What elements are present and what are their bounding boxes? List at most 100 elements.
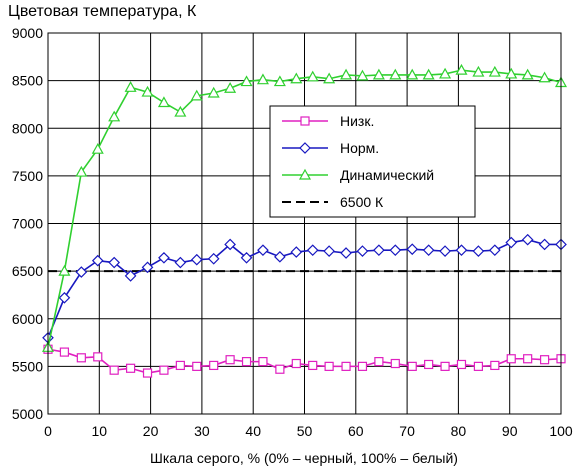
data-point [190,253,203,266]
chart-title: Цветовая температура, К [8,3,197,20]
gridlines [47,32,562,415]
data-point [75,165,88,177]
data-point [109,365,119,375]
data-point [158,251,170,264]
data-point [521,68,534,80]
data-point [125,363,136,373]
data-point [274,250,286,263]
data-point [209,360,219,371]
data-point [505,236,518,249]
x-tick-label: 80 [451,423,467,439]
data-point [241,357,252,367]
data-point [372,68,385,80]
data-point [224,238,236,251]
x-tick-label: 0 [44,423,52,439]
data-point [291,358,301,369]
data-point [273,75,286,87]
legend-swatch-marker [300,116,310,126]
y-tick-label: 6000 [12,311,43,327]
legend-label: Норм. [340,140,379,156]
data-point [473,361,484,371]
data-point [76,353,86,363]
data-point [108,256,121,269]
data-point [224,82,237,93]
data-point [157,96,170,108]
series-2 [41,63,568,352]
data-point [455,63,468,75]
x-tick-label: 50 [297,423,313,439]
y-tick-label: 5000 [12,406,43,422]
data-point [340,247,352,259]
data-point [505,67,518,79]
data-point [406,243,419,256]
data-point [275,364,285,374]
data-point [225,355,235,365]
y-tick-label: 7500 [12,168,43,184]
x-tick-label: 20 [143,423,159,439]
data-point [538,71,551,83]
x-axis-label: Шкала серого, % (0% – черный, 100% – бел… [150,450,458,466]
data-point [424,359,434,370]
data-point [439,245,451,257]
data-point [159,365,169,375]
data-point [75,266,88,278]
legend-label: Низк. [340,113,374,129]
data-point [207,86,220,98]
x-tick-label: 70 [399,423,415,439]
x-tick-label: 40 [245,423,261,439]
data-point [174,256,187,269]
data-point [356,245,369,257]
data-point [488,244,501,257]
plot-frame [47,32,562,415]
data-point [323,245,335,257]
data-point [539,355,550,365]
data-point [58,291,71,304]
data-point [59,347,70,357]
data-point [356,69,369,81]
data-point [124,270,137,282]
data-point [324,361,334,371]
y-tick-label: 8000 [12,120,43,136]
data-point [323,72,336,84]
data-point [472,245,485,257]
data-point [422,68,435,80]
data-point [506,354,516,364]
data-point [422,244,435,257]
data-point [91,254,104,267]
series-layer [41,63,568,378]
data-point [141,85,154,97]
data-point [308,360,318,371]
x-tick-label: 90 [502,423,518,439]
data-point [175,360,185,371]
data-point [174,105,187,117]
data-point [290,72,303,84]
x-tick-label: 30 [194,423,210,439]
y-tick-label: 8500 [12,73,43,89]
y-tick-label: 7000 [12,216,43,232]
data-point [240,251,253,264]
data-point [142,368,153,378]
data-point [440,361,450,371]
legend-label: Динамический [340,167,434,183]
data-point [341,361,351,371]
data-point [406,68,419,80]
data-point [190,89,203,101]
data-point [306,70,319,82]
data-point [455,244,468,257]
data-point [207,252,220,265]
data-point [374,357,384,367]
y-axis: 5000 5500 6000 6500 7000 7500 8000 8500 9000 [12,25,43,422]
data-point [58,264,71,276]
data-point [240,75,253,87]
data-point [389,244,402,257]
data-point [523,354,533,364]
data-point [407,361,417,371]
legend-label: 6500 К [340,194,384,210]
data-point [192,361,202,371]
data-point [538,238,551,251]
legend: Низк. Норм. Динамический 6500 К [269,105,476,218]
x-tick-label: 10 [92,423,108,439]
legend-swatch-marker [299,142,311,154]
y-tick-label: 5500 [12,358,43,374]
